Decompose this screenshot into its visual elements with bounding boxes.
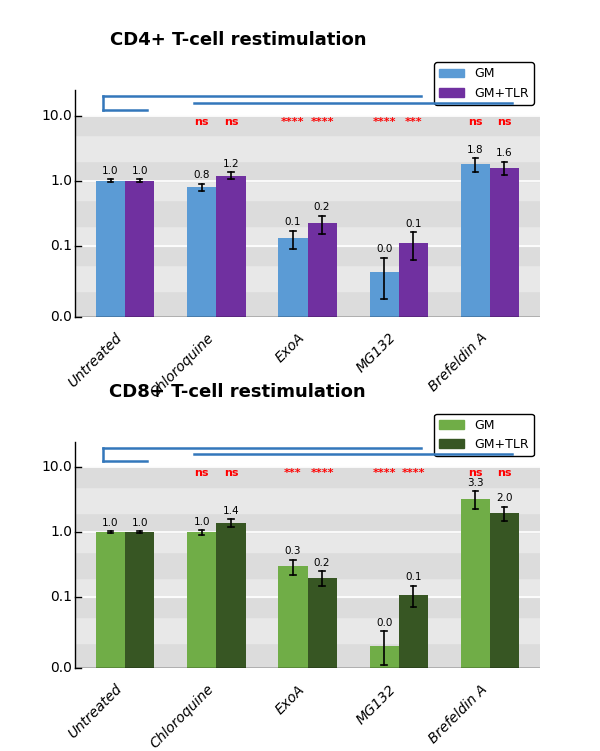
Bar xyxy=(490,167,519,317)
Legend: GM, GM+TLR: GM, GM+TLR xyxy=(434,62,534,104)
Text: Chloroquine: Chloroquine xyxy=(147,330,217,400)
Bar xyxy=(75,578,540,597)
Bar xyxy=(187,187,217,317)
Text: ***: *** xyxy=(284,468,302,478)
Bar xyxy=(308,224,337,317)
Bar xyxy=(75,643,540,668)
Bar xyxy=(490,513,519,668)
Text: 0.0: 0.0 xyxy=(376,618,392,628)
Text: ****: **** xyxy=(401,468,425,478)
Text: ****: **** xyxy=(310,468,334,478)
Text: MG132: MG132 xyxy=(354,682,398,727)
Text: 1.8: 1.8 xyxy=(467,145,484,155)
Text: 2.0: 2.0 xyxy=(496,493,512,503)
Text: ns: ns xyxy=(497,116,512,127)
Bar xyxy=(125,532,154,668)
Bar xyxy=(461,164,490,317)
Text: 0.0: 0.0 xyxy=(376,245,392,255)
Text: ****: **** xyxy=(310,116,334,127)
Text: 0.2: 0.2 xyxy=(314,558,331,568)
Text: 1.2: 1.2 xyxy=(223,159,239,169)
Bar xyxy=(278,238,308,317)
Text: 0.0: 0.0 xyxy=(50,310,72,324)
Bar xyxy=(75,226,540,246)
Text: 0.1: 0.1 xyxy=(284,217,301,228)
Text: 1.4: 1.4 xyxy=(223,505,239,516)
Text: 0.3: 0.3 xyxy=(284,546,301,556)
Text: Brefeldin A: Brefeldin A xyxy=(426,682,490,746)
Bar xyxy=(75,597,540,617)
Bar xyxy=(75,181,540,201)
Text: 0.8: 0.8 xyxy=(193,170,210,180)
Text: ExoA: ExoA xyxy=(273,682,308,716)
Bar xyxy=(370,272,398,317)
Bar xyxy=(278,566,308,668)
Bar xyxy=(217,523,245,668)
Bar xyxy=(187,532,217,668)
Text: Untreated: Untreated xyxy=(66,330,125,390)
Bar xyxy=(217,176,245,317)
Text: ns: ns xyxy=(194,116,209,127)
Bar xyxy=(96,181,125,317)
Text: Brefeldin A: Brefeldin A xyxy=(426,330,490,394)
Bar xyxy=(308,578,337,668)
Text: 1.0: 1.0 xyxy=(131,518,148,528)
Text: 1.6: 1.6 xyxy=(496,148,513,158)
Text: ***: *** xyxy=(404,116,422,127)
Text: MG132: MG132 xyxy=(354,330,398,376)
Bar xyxy=(370,646,398,668)
Text: ns: ns xyxy=(224,116,238,127)
Text: 0.0: 0.0 xyxy=(50,662,72,675)
Bar xyxy=(398,595,428,668)
Text: 1.0: 1.0 xyxy=(50,526,72,539)
Text: 0.1: 0.1 xyxy=(50,239,72,253)
Text: ExoA: ExoA xyxy=(273,330,308,365)
Text: 1.0: 1.0 xyxy=(193,517,210,526)
Bar xyxy=(75,201,540,226)
Text: 3.3: 3.3 xyxy=(467,478,484,488)
Text: 1.0: 1.0 xyxy=(103,518,119,528)
Text: 1.0: 1.0 xyxy=(131,166,148,176)
Bar xyxy=(75,552,540,578)
Text: ns: ns xyxy=(194,468,209,478)
Text: ns: ns xyxy=(224,468,238,478)
Bar xyxy=(461,499,490,668)
Bar xyxy=(75,617,540,643)
Bar xyxy=(96,532,125,668)
Bar xyxy=(75,161,540,181)
Bar xyxy=(75,513,540,532)
Legend: GM, GM+TLR: GM, GM+TLR xyxy=(434,414,534,456)
Text: ****: **** xyxy=(373,116,396,127)
Text: 10.0: 10.0 xyxy=(41,109,72,123)
Text: 0.1: 0.1 xyxy=(405,219,422,229)
Bar xyxy=(75,265,540,291)
Bar xyxy=(75,116,540,135)
Text: Untreated: Untreated xyxy=(66,682,125,741)
Text: 1.0: 1.0 xyxy=(103,166,119,176)
Text: 0.2: 0.2 xyxy=(314,202,331,213)
Text: ns: ns xyxy=(468,468,482,478)
Text: ns: ns xyxy=(497,468,512,478)
Bar xyxy=(75,467,540,487)
Text: 0.1: 0.1 xyxy=(50,590,72,605)
Bar xyxy=(75,246,540,265)
Bar xyxy=(398,243,428,317)
Bar xyxy=(75,487,540,513)
Bar xyxy=(125,181,154,317)
Text: CD4+ T-cell restimulation: CD4+ T-cell restimulation xyxy=(110,32,366,50)
Text: CD8+ T-cell restimulation: CD8+ T-cell restimulation xyxy=(109,383,366,401)
Text: 0.1: 0.1 xyxy=(405,572,422,582)
Text: ****: **** xyxy=(281,116,305,127)
Text: ****: **** xyxy=(373,468,396,478)
Bar xyxy=(75,135,540,161)
Text: ns: ns xyxy=(468,116,482,127)
Text: Chloroquine: Chloroquine xyxy=(147,682,217,751)
Text: 10.0: 10.0 xyxy=(41,460,72,475)
Bar xyxy=(75,291,540,317)
Bar xyxy=(75,532,540,552)
Text: 1.0: 1.0 xyxy=(50,173,72,188)
